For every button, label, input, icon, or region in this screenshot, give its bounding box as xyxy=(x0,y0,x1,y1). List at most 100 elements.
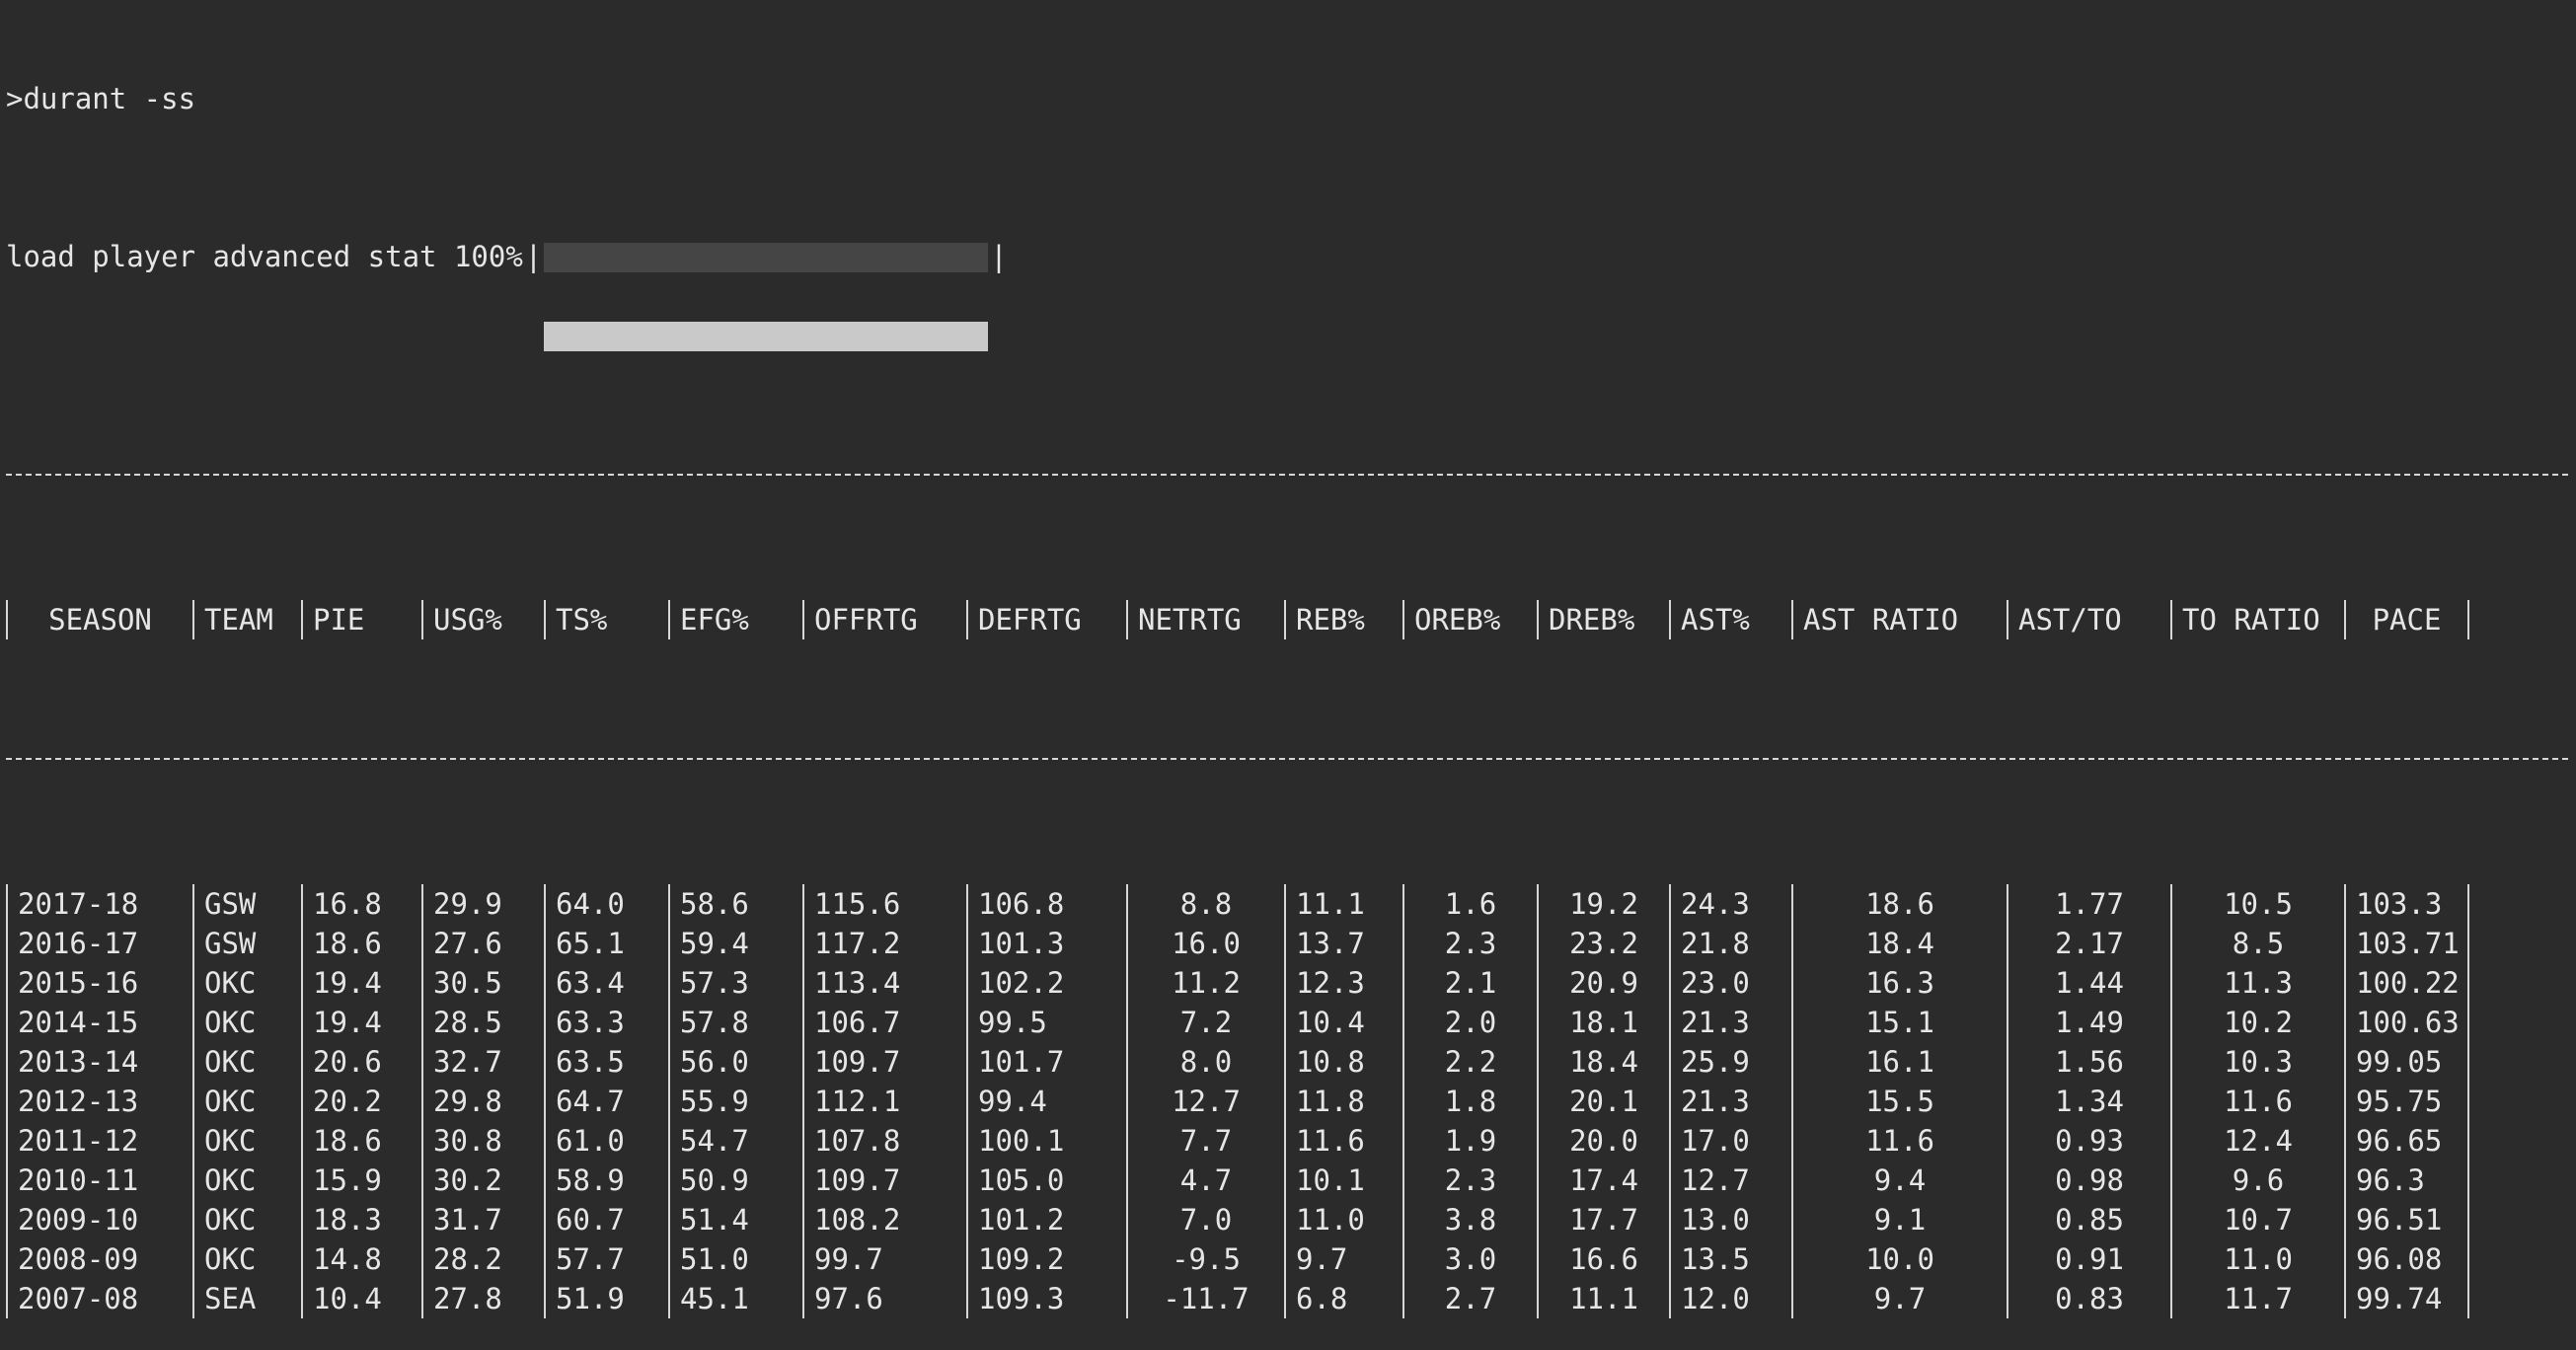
cell-oreb: 2.2 xyxy=(1402,1042,1537,1082)
cell-offrtg: 109.7 xyxy=(802,1042,966,1082)
cell-netrtg: 4.7 xyxy=(1126,1161,1284,1200)
cell-oreb: 2.3 xyxy=(1402,924,1537,963)
cell-netrtg: 11.2 xyxy=(1126,963,1284,1003)
cell-oreb: 3.8 xyxy=(1402,1200,1537,1239)
cell-offrtg: 107.8 xyxy=(802,1121,966,1161)
cell-to-ratio: 10.2 xyxy=(2170,1003,2344,1042)
cell-oreb: 2.0 xyxy=(1402,1003,1537,1042)
cell-pace: 103.3 xyxy=(2344,884,2469,924)
cell-to-ratio: 11.7 xyxy=(2170,1279,2344,1318)
cell-offrtg: 113.4 xyxy=(802,963,966,1003)
cell-ts: 63.3 xyxy=(544,1003,668,1042)
cell-ast-ratio: 18.4 xyxy=(1791,924,2007,963)
cell-pie: 19.4 xyxy=(301,963,421,1003)
cell-reb: 10.1 xyxy=(1284,1161,1402,1200)
progress-left-cap: | xyxy=(524,240,543,273)
load-status-text: load player advanced stat 100% xyxy=(6,240,523,273)
cell-dreb: 11.1 xyxy=(1537,1279,1669,1318)
cell-ast: 12.0 xyxy=(1669,1279,1791,1318)
header-dreb: DREB% xyxy=(1537,600,1669,639)
cell-netrtg: 8.0 xyxy=(1126,1042,1284,1082)
header-efg: EFG% xyxy=(668,600,802,639)
cell-pie: 16.8 xyxy=(301,884,421,924)
cell-efg: 57.3 xyxy=(668,963,802,1003)
progress-frame: | | xyxy=(524,237,1008,351)
table-row: 2015-16 OKC 19.4 30.5 63.4 57.3 113.4 102.2 11.2… xyxy=(6,963,2568,1003)
cell-ast-to: 1.44 xyxy=(2007,963,2170,1003)
cell-team: OKC xyxy=(192,1200,301,1239)
cell-pace: 96.3 xyxy=(2344,1161,2469,1200)
cell-defrtg: 99.5 xyxy=(966,1003,1126,1042)
cell-ast-to: 1.34 xyxy=(2007,1082,2170,1121)
cell-reb: 10.4 xyxy=(1284,1003,1402,1042)
cell-ast: 12.7 xyxy=(1669,1161,1791,1200)
cell-oreb: 3.0 xyxy=(1402,1239,1537,1279)
cell-ast: 21.3 xyxy=(1669,1003,1791,1042)
cell-usg: 30.2 xyxy=(421,1161,544,1200)
table-row: 2014-15 OKC 19.4 28.5 63.3 57.8 106.7 99.5 7.2 10… xyxy=(6,1003,2568,1042)
cell-team: OKC xyxy=(192,1082,301,1121)
cell-to-ratio: 10.3 xyxy=(2170,1042,2344,1082)
cell-oreb: 2.3 xyxy=(1402,1161,1537,1200)
terminal-window: >durant -ss load player advanced stat 10… xyxy=(6,82,2568,1318)
cell-ts: 63.4 xyxy=(544,963,668,1003)
cell-team: OKC xyxy=(192,1042,301,1082)
cell-ast-ratio: 15.1 xyxy=(1791,1003,2007,1042)
cell-season: 2013-14 xyxy=(6,1042,192,1082)
table-row: 2009-10 OKC 18.3 31.7 60.7 51.4 108.2 101.2 7.0 1… xyxy=(6,1200,2568,1239)
cell-defrtg: 105.0 xyxy=(966,1161,1126,1200)
cell-netrtg: 7.0 xyxy=(1126,1200,1284,1239)
cell-pie: 10.4 xyxy=(301,1279,421,1318)
cell-usg: 27.8 xyxy=(421,1279,544,1318)
cell-to-ratio: 11.6 xyxy=(2170,1082,2344,1121)
header-ast: AST% xyxy=(1669,600,1791,639)
cell-dreb: 20.9 xyxy=(1537,963,1669,1003)
cell-ts: 64.7 xyxy=(544,1082,668,1121)
cell-efg: 56.0 xyxy=(668,1042,802,1082)
cell-pace: 96.51 xyxy=(2344,1200,2469,1239)
table-row: 2010-11 OKC 15.9 30.2 58.9 50.9 109.7 105.0 4.7 1… xyxy=(6,1161,2568,1200)
cell-ast: 21.8 xyxy=(1669,924,1791,963)
cell-ast-to: 1.77 xyxy=(2007,884,2170,924)
cell-reb: 9.7 xyxy=(1284,1239,1402,1279)
cell-usg: 30.8 xyxy=(421,1121,544,1161)
cell-team: OKC xyxy=(192,1121,301,1161)
cell-pie: 20.2 xyxy=(301,1082,421,1121)
cell-season: 2007-08 xyxy=(6,1279,192,1318)
cell-pie: 14.8 xyxy=(301,1239,421,1279)
cell-reb: 11.6 xyxy=(1284,1121,1402,1161)
cell-season: 2008-09 xyxy=(6,1239,192,1279)
cell-offrtg: 99.7 xyxy=(802,1239,966,1279)
cell-oreb: 2.1 xyxy=(1402,963,1537,1003)
cell-reb: 10.8 xyxy=(1284,1042,1402,1082)
header-ast-to: AST/TO xyxy=(2007,600,2170,639)
cell-ast: 17.0 xyxy=(1669,1121,1791,1161)
cell-efg: 51.0 xyxy=(668,1239,802,1279)
cell-team: GSW xyxy=(192,884,301,924)
cell-team: OKC xyxy=(192,963,301,1003)
cell-ast-ratio: 11.6 xyxy=(1791,1121,2007,1161)
table-top-border xyxy=(6,474,2568,482)
cell-netrtg: -11.7 xyxy=(1126,1279,1284,1318)
header-reb: REB% xyxy=(1284,600,1402,639)
cell-dreb: 23.2 xyxy=(1537,924,1669,963)
cell-reb: 6.8 xyxy=(1284,1279,1402,1318)
cell-pace: 95.75 xyxy=(2344,1082,2469,1121)
table-header-row: SEASON TEAM PIE USG% TS% EFG% OFFRTG DEF… xyxy=(6,600,2568,639)
cell-pie: 18.3 xyxy=(301,1200,421,1239)
cell-dreb: 19.2 xyxy=(1537,884,1669,924)
cell-to-ratio: 12.4 xyxy=(2170,1121,2344,1161)
cell-pie: 20.6 xyxy=(301,1042,421,1082)
header-pace: PACE xyxy=(2344,600,2469,639)
cell-ast-to: 1.56 xyxy=(2007,1042,2170,1082)
table-row: 2013-14 OKC 20.6 32.7 63.5 56.0 109.7 101.7 8.0 1… xyxy=(6,1042,2568,1082)
cell-ast-ratio: 9.4 xyxy=(1791,1161,2007,1200)
cell-dreb: 18.4 xyxy=(1537,1042,1669,1082)
header-ast-ratio: AST RATIO xyxy=(1791,600,2007,639)
cell-defrtg: 101.3 xyxy=(966,924,1126,963)
cell-usg: 28.2 xyxy=(421,1239,544,1279)
cell-to-ratio: 9.6 xyxy=(2170,1161,2344,1200)
cell-to-ratio: 11.3 xyxy=(2170,963,2344,1003)
progress-fill xyxy=(544,322,989,351)
cell-to-ratio: 8.5 xyxy=(2170,924,2344,963)
